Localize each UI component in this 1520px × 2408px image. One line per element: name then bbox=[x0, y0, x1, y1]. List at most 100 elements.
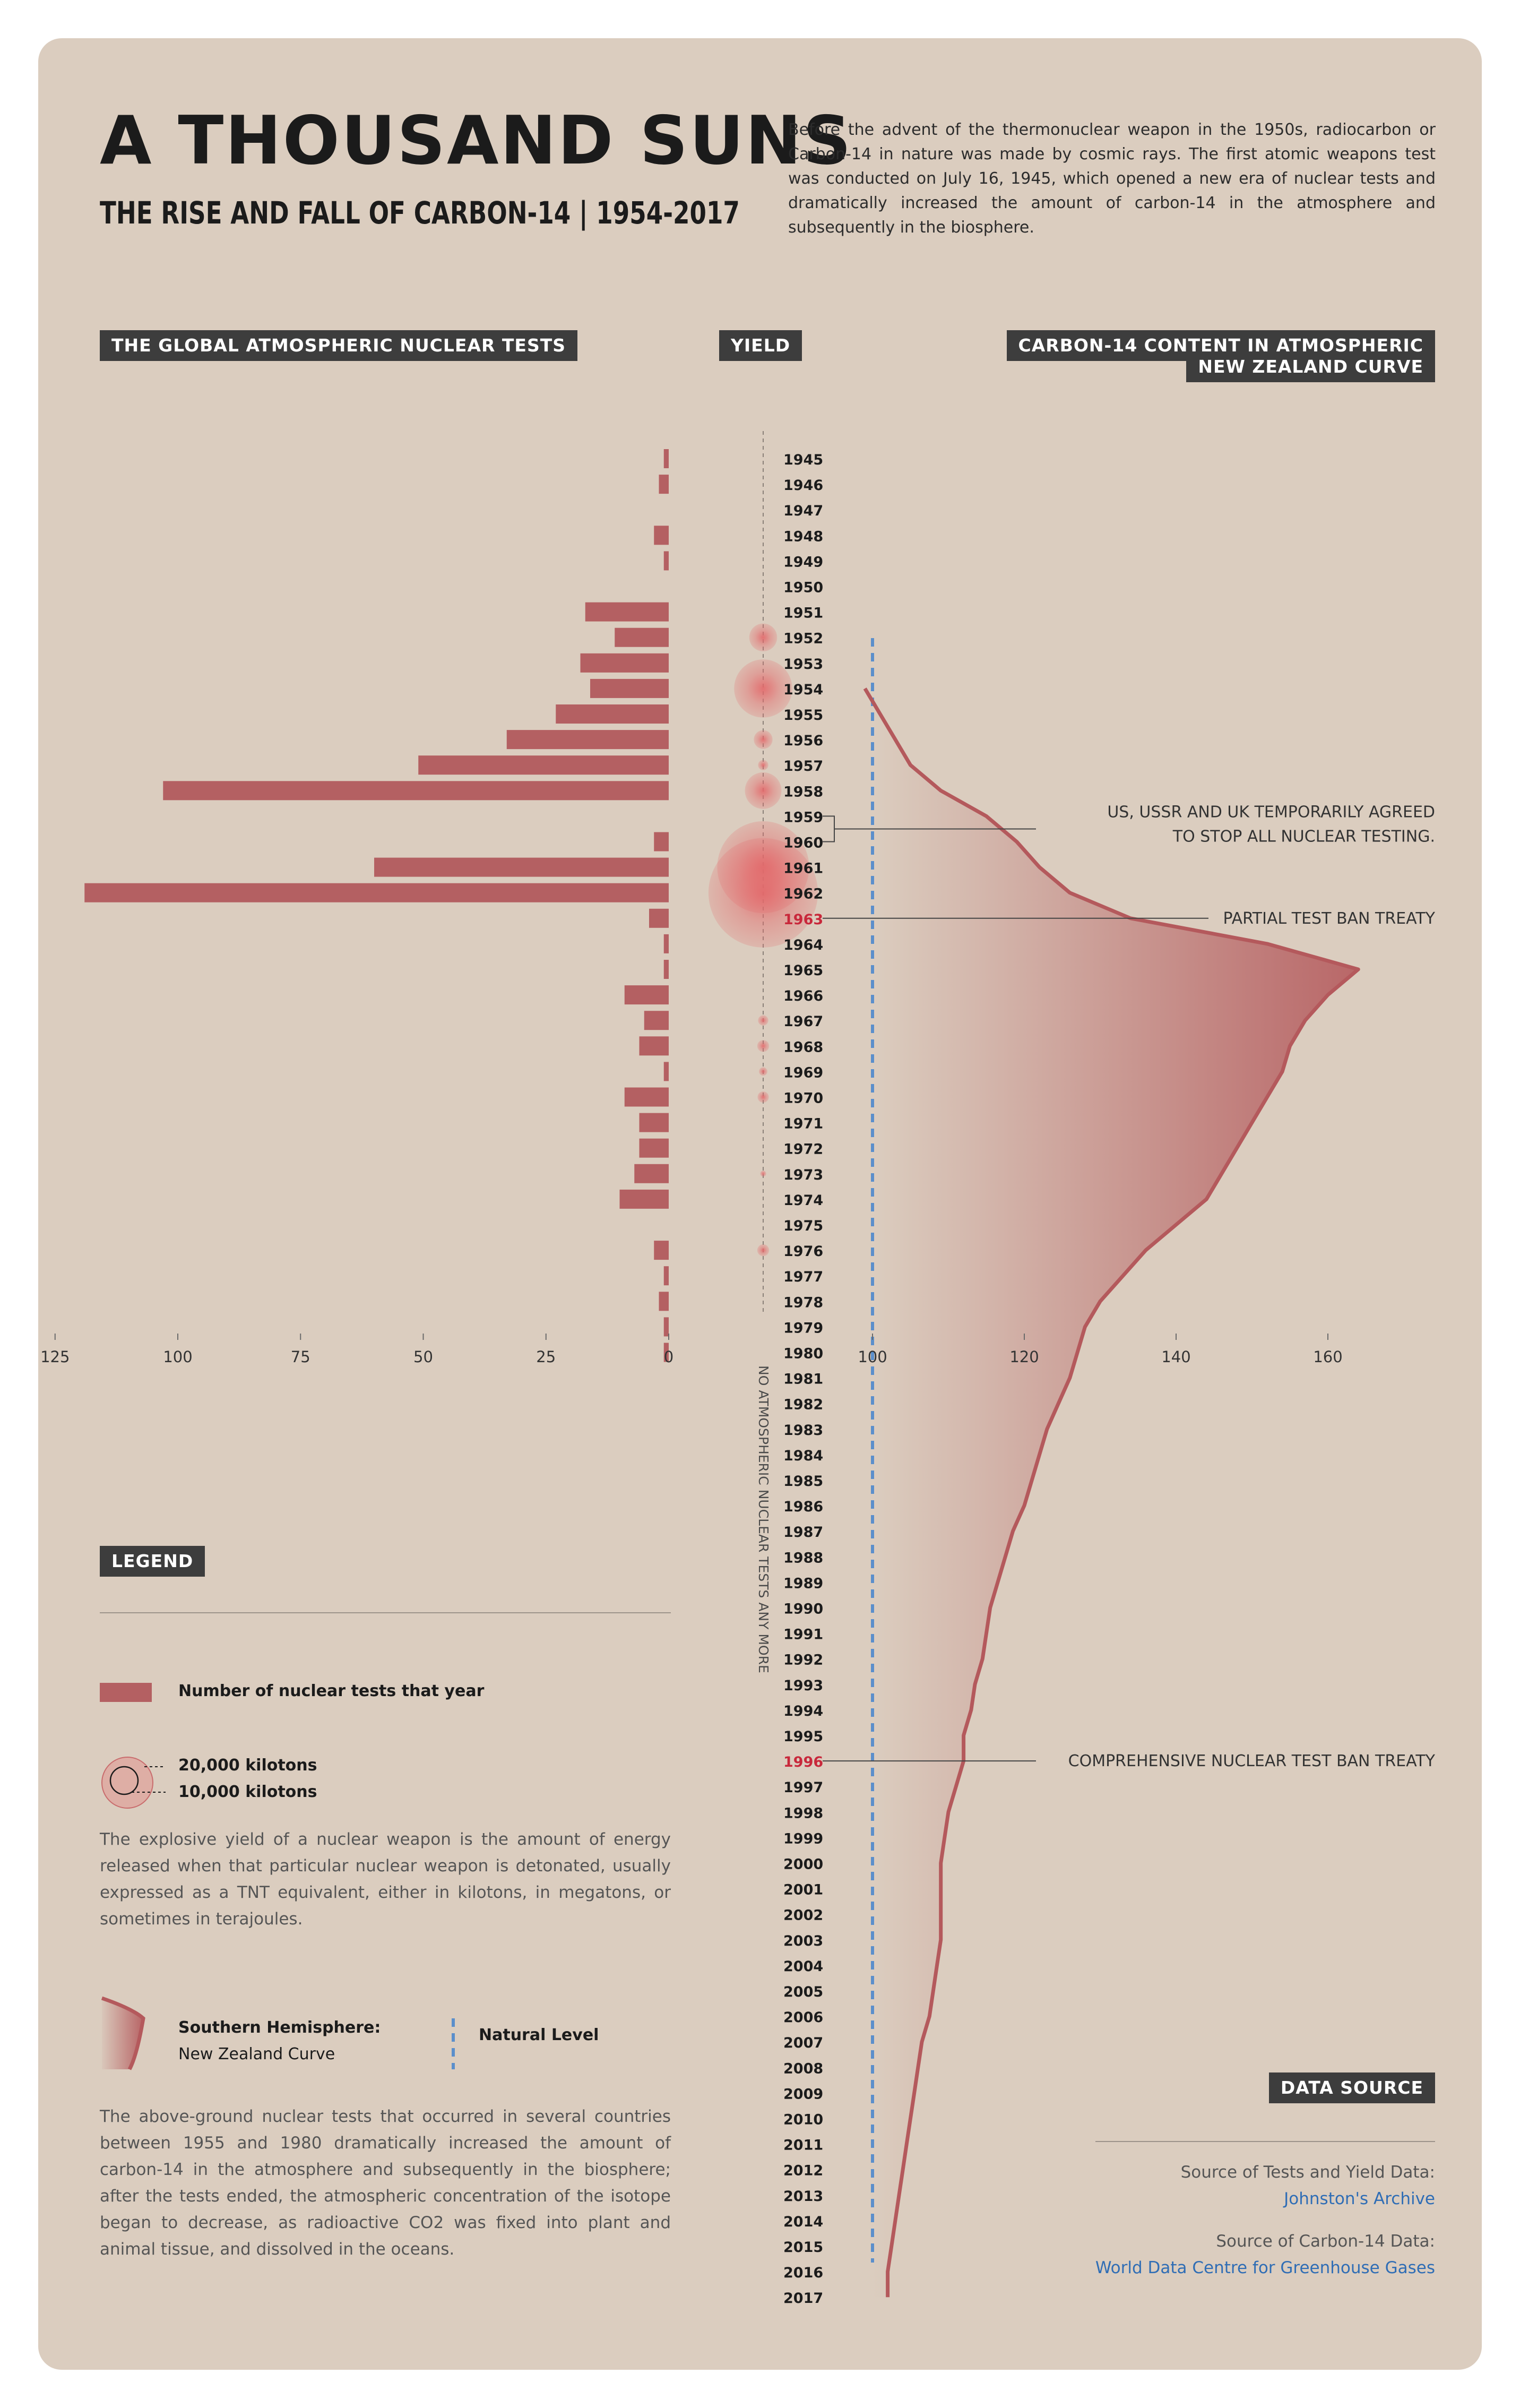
source-tests-link[interactable]: Johnston's Archive bbox=[1284, 2189, 1435, 2208]
test-bar-1961 bbox=[374, 857, 669, 877]
yield-bubble-1956 bbox=[754, 730, 773, 749]
yield-bubble-1976 bbox=[757, 1244, 770, 1257]
source-carbon-link[interactable]: World Data Centre for Greenhouse Gases bbox=[1095, 2258, 1435, 2277]
year-label-1970: 1970 bbox=[783, 1090, 823, 1107]
test-bar-1977 bbox=[663, 1266, 669, 1286]
annotation-test-moratorium-line2: TO STOP ALL NUCLEAR TESTING. bbox=[1172, 827, 1435, 846]
year-label-1975: 1975 bbox=[783, 1218, 823, 1234]
year-label-1947: 1947 bbox=[783, 503, 823, 519]
test-bar-1980 bbox=[663, 1343, 669, 1362]
year-label-2014: 2014 bbox=[783, 2214, 823, 2230]
test-bar-1952 bbox=[615, 627, 669, 647]
carbon-tick-label-100: 100 bbox=[858, 1348, 887, 1366]
year-label-1976: 1976 bbox=[783, 1243, 823, 1260]
tests-tick-label-125: 125 bbox=[40, 1348, 70, 1366]
yield-bubble-1962 bbox=[708, 838, 818, 948]
intro-paragraph: Before the advent of the thermonuclear w… bbox=[788, 121, 1436, 237]
test-bar-1953 bbox=[580, 653, 669, 673]
legend-20000-label: 20,000 kilotons bbox=[178, 1756, 317, 1775]
test-bar-1955 bbox=[556, 704, 669, 724]
year-label-1960: 1960 bbox=[783, 835, 823, 852]
year-label-1989: 1989 bbox=[783, 1575, 823, 1592]
legend-curve-label-1: Southern Hemisphere: bbox=[178, 2018, 381, 2037]
test-bar-1970 bbox=[624, 1087, 669, 1107]
yield-bubble-1957 bbox=[758, 760, 768, 770]
legend-10000-label: 10,000 kilotons bbox=[178, 1783, 317, 1801]
test-bar-1958 bbox=[163, 781, 669, 801]
year-label-1945: 1945 bbox=[783, 452, 823, 468]
year-label-2000: 2000 bbox=[783, 1856, 823, 1873]
test-bar-1968 bbox=[639, 1036, 669, 1056]
yield-bubble-1958 bbox=[745, 772, 782, 809]
year-label-1954: 1954 bbox=[783, 682, 823, 698]
year-label-2017: 2017 bbox=[783, 2290, 823, 2307]
test-bar-1954 bbox=[590, 678, 669, 698]
year-label-2015: 2015 bbox=[783, 2239, 823, 2256]
year-label-1990: 1990 bbox=[783, 1601, 823, 1618]
year-label-2006: 2006 bbox=[783, 2009, 823, 2026]
year-label-1985: 1985 bbox=[783, 1473, 823, 1490]
year-label-2007: 2007 bbox=[783, 2035, 823, 2051]
tests-tick-label-75: 75 bbox=[291, 1348, 310, 1366]
test-bar-1971 bbox=[639, 1113, 669, 1132]
year-label-1956: 1956 bbox=[783, 733, 823, 749]
year-label-1964: 1964 bbox=[783, 937, 823, 953]
test-bar-1948 bbox=[654, 526, 669, 545]
year-label-2009: 2009 bbox=[783, 2086, 823, 2102]
annotation-bracket-1959-1960 bbox=[823, 815, 835, 842]
year-label-1958: 1958 bbox=[783, 784, 823, 800]
year-label-1986: 1986 bbox=[783, 1499, 823, 1515]
year-label-1967: 1967 bbox=[783, 1013, 823, 1030]
year-label-1946: 1946 bbox=[783, 477, 823, 494]
legend-yield-text: The explosive yield of a nuclear weapon … bbox=[100, 1830, 671, 1929]
yield-bubble-1973 bbox=[760, 1171, 766, 1177]
source-carbon-label: Source of Carbon-14 Data: bbox=[1216, 2232, 1435, 2251]
year-label-1974: 1974 bbox=[783, 1192, 823, 1209]
annotations-layer: US, USSR AND UK TEMPORARILY AGREED TO STO… bbox=[823, 803, 1436, 1770]
year-label-1973: 1973 bbox=[783, 1167, 823, 1183]
legend-bar-swatch bbox=[100, 1683, 152, 1702]
test-bar-1973 bbox=[634, 1164, 669, 1183]
year-label-1991: 1991 bbox=[783, 1627, 823, 1643]
data-source-header: DATA SOURCE bbox=[1268, 2072, 1435, 2103]
year-label-1993: 1993 bbox=[783, 1678, 823, 1694]
year-label-2010: 2010 bbox=[783, 2112, 823, 2128]
year-label-1950: 1950 bbox=[783, 580, 823, 596]
yield-bubble-1969 bbox=[759, 1067, 767, 1076]
legend-header: LEGEND bbox=[100, 1546, 205, 1577]
axis-ticks-layer: 125 100 75 50 25 0 100 120 140 160 bbox=[40, 1334, 1343, 1366]
tests-bars-layer bbox=[84, 449, 669, 1362]
test-bar-1945 bbox=[663, 449, 669, 468]
year-label-1996: 1996 bbox=[783, 1754, 823, 1770]
year-label-1981: 1981 bbox=[783, 1371, 823, 1388]
year-label-2016: 2016 bbox=[783, 2265, 823, 2281]
year-label-1966: 1966 bbox=[783, 988, 823, 1004]
year-label-1948: 1948 bbox=[783, 528, 823, 545]
year-label-1957: 1957 bbox=[783, 758, 823, 775]
year-label-1952: 1952 bbox=[783, 631, 823, 647]
annotation-test-moratorium-line1: US, USSR AND UK TEMPORARILY AGREED bbox=[1107, 803, 1435, 821]
year-label-1994: 1994 bbox=[783, 1703, 823, 1719]
year-label-1968: 1968 bbox=[783, 1039, 823, 1055]
year-label-1962: 1962 bbox=[783, 886, 823, 902]
year-label-1980: 1980 bbox=[783, 1346, 823, 1362]
page-title: A THOUSAND SUNS bbox=[100, 101, 853, 179]
tests-section-header: THE GLOBAL ATMOSPHERIC NUCLEAR TESTS bbox=[100, 330, 577, 361]
carbon-section-header-line2: NEW ZEALAND CURVE bbox=[1186, 355, 1435, 382]
carbon-tick-label-140: 140 bbox=[1161, 1348, 1190, 1366]
year-label-1951: 1951 bbox=[783, 605, 823, 622]
test-bar-1951 bbox=[585, 602, 669, 622]
year-label-1995: 1995 bbox=[783, 1728, 823, 1745]
year-label-1959: 1959 bbox=[783, 809, 823, 825]
test-bar-1965 bbox=[663, 960, 669, 979]
legend-curve-label-2: New Zealand Curve bbox=[178, 2045, 335, 2063]
legend-curve-line bbox=[101, 1996, 145, 2070]
legend-bars-label: Number of nuclear tests that year bbox=[178, 1682, 485, 1700]
carbon14-layer bbox=[863, 687, 1360, 2298]
legend-curve-swatch bbox=[102, 1998, 143, 2069]
legend-curve-text: The above-ground nuclear tests that occu… bbox=[100, 2107, 671, 2259]
year-label-1969: 1969 bbox=[783, 1064, 823, 1081]
test-bar-1974 bbox=[619, 1189, 669, 1209]
year-label-1979: 1979 bbox=[783, 1320, 823, 1336]
test-bar-1964 bbox=[663, 934, 669, 953]
